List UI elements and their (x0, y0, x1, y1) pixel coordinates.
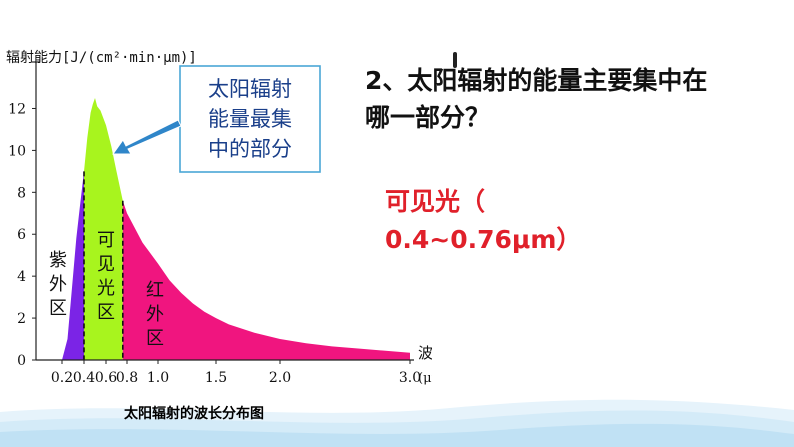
callout-arrow-icon (112, 119, 182, 155)
region-label-0-2: 区 (49, 298, 67, 319)
question-line-1: 2、太阳辐射的能量主要集中在 (365, 66, 708, 95)
callout-text-1: 太阳辐射 (208, 77, 292, 101)
region-label-2-1: 外 (146, 304, 164, 325)
x-tick-label-2: 0.6 (95, 370, 117, 386)
region-label-0-1: 外 (49, 274, 67, 295)
chart-svg: 0 2 4 6 8 10 12 0.20.40.60.8 1.0 1.5 2.0 3.0(μm) 辐射… (6, 50, 432, 386)
y-tick-label-2: 4 (17, 269, 26, 285)
answer-line-1: 可见光（ (385, 187, 486, 216)
region-label-1-0: 可 (97, 230, 115, 251)
callout-text-2: 能量最集 (208, 107, 292, 131)
x-tick-label-7: 3.0 (399, 370, 421, 386)
y-tick-label-6: 12 (8, 101, 26, 117)
x-axis-title: 波长 (418, 344, 432, 362)
y-tick-label-3: 6 (17, 227, 26, 243)
solar-radiation-chart: 0 2 4 6 8 10 12 0.20.40.60.8 1.0 1.5 2.0 3.0(μm) 辐射… (0, 48, 432, 398)
x-tick-label-1: 0.4 (73, 370, 95, 386)
region-1 (84, 98, 123, 360)
y-tick-label-5: 10 (8, 143, 26, 159)
y-tick-label-0: 0 (17, 353, 26, 369)
x-tick-label-4: 1.0 (147, 370, 169, 386)
region-label-2-0: 红 (146, 280, 164, 301)
answer-line-2: 0.4~0.76μm） (385, 225, 582, 254)
callout-text-3: 中的部分 (208, 137, 292, 161)
y-tick-label-1: 2 (17, 311, 26, 327)
answer-text: 可见光（ 0.4~0.76μm） (385, 183, 581, 259)
question-text: 2、太阳辐射的能量主要集中在 哪一部分？ (365, 62, 785, 136)
x-tick-label-0: 0.2 (51, 370, 73, 386)
y-axis-title: 辐射能力[J/(cm²·min·μm)] (6, 50, 197, 66)
callout-box (179, 65, 321, 173)
region-2 (122, 200, 411, 360)
region-label-1-2: 光 (97, 278, 115, 299)
x-tick-label-6: 2.0 (269, 370, 291, 386)
x-tick-label-3: 0.8 (116, 370, 138, 386)
x-unit-label: (μm) (418, 371, 432, 386)
region-0 (62, 171, 84, 360)
region-label-1-1: 见 (97, 254, 115, 275)
x-tick-label-5: 1.5 (205, 370, 227, 386)
y-tick-label-4: 8 (17, 185, 26, 201)
decorative-wave-band (0, 399, 794, 447)
question-line-2: 哪一部分？ (365, 103, 491, 132)
chart-caption: 太阳辐射的波长分布图 (124, 406, 264, 422)
region-label-0-0: 紫 (49, 250, 67, 271)
text-cursor-icon (453, 52, 457, 68)
region-label-2-2: 区 (146, 328, 164, 349)
region-label-1-3: 区 (97, 302, 115, 323)
